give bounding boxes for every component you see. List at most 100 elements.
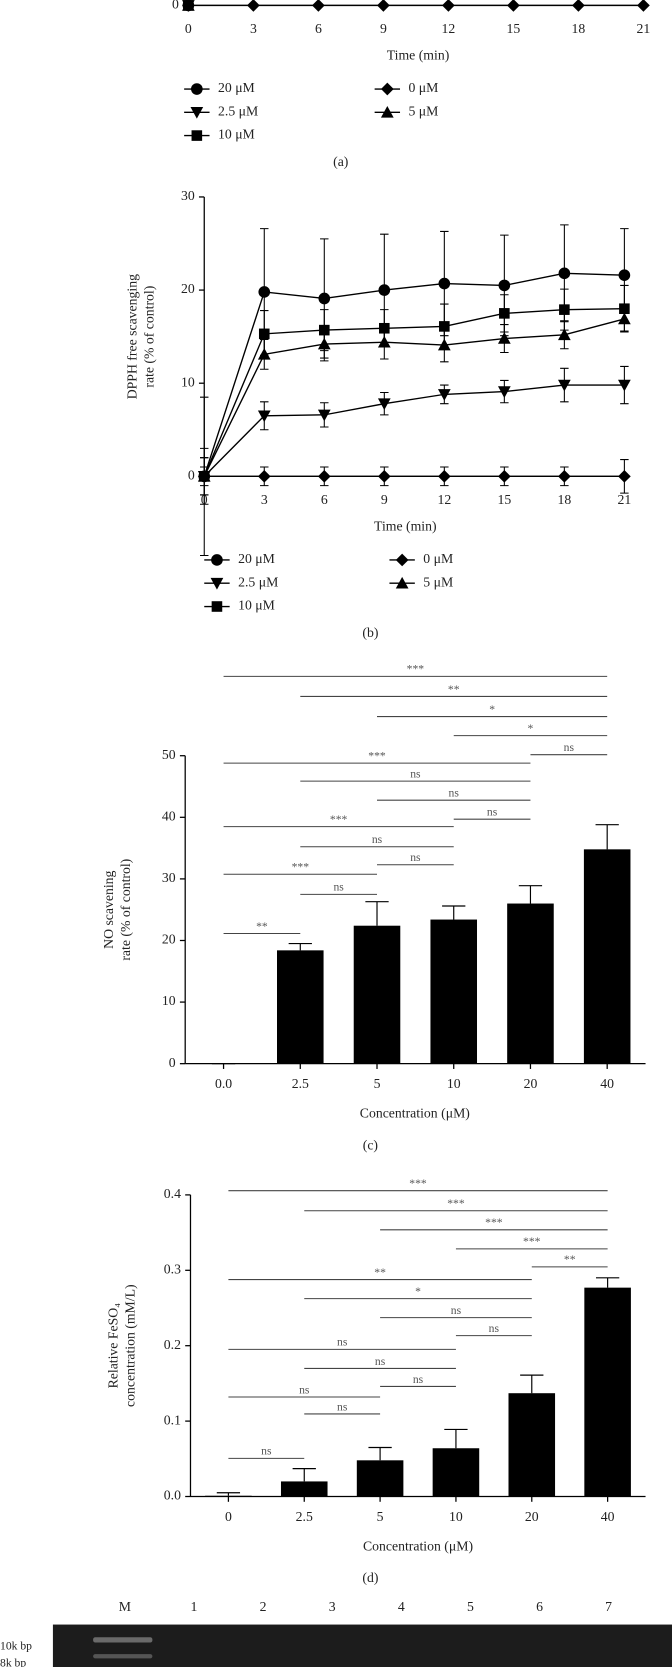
x-tick-label: 6 xyxy=(315,21,322,36)
data-point xyxy=(497,469,511,483)
y-tick-label: 0.2 xyxy=(164,1337,181,1352)
data-point xyxy=(637,0,650,12)
significance-label: ns xyxy=(299,1383,310,1396)
lane-label: 2 xyxy=(260,1599,267,1614)
x-tick-label: 18 xyxy=(572,21,586,36)
significance-label: ns xyxy=(489,1322,500,1335)
bar xyxy=(205,1495,252,1497)
x-axis-label: Time (min) xyxy=(387,47,450,63)
error-bar xyxy=(368,1446,392,1461)
series-line xyxy=(203,384,625,477)
data-point xyxy=(439,321,450,332)
data-point xyxy=(318,292,331,305)
significance-label: ns xyxy=(410,767,421,780)
lane-label: 1 xyxy=(191,1599,198,1614)
x-tick-label: 6 xyxy=(321,492,328,507)
error-bar xyxy=(292,1468,316,1482)
legend-marker xyxy=(191,83,203,95)
y-tick-label: 40 xyxy=(162,808,176,823)
lane-label: 6 xyxy=(536,1599,543,1614)
series-line xyxy=(203,272,625,477)
data-point xyxy=(182,0,195,11)
legend-label: 0 μM xyxy=(408,80,438,95)
significance-label: ns xyxy=(413,1373,424,1386)
data-point xyxy=(442,0,455,12)
ladder-band xyxy=(93,1654,153,1659)
lane-label: 7 xyxy=(605,1599,612,1614)
legend-marker xyxy=(380,105,394,118)
data-point xyxy=(437,389,451,401)
significance-label: *** xyxy=(523,1235,541,1248)
legend-label: 20 μM xyxy=(238,551,275,566)
data-point xyxy=(312,0,325,12)
x-tick-label: 0 xyxy=(185,21,192,36)
x-tick-label: 40 xyxy=(601,1509,615,1524)
error-bar xyxy=(365,901,389,926)
data-point xyxy=(377,0,390,12)
x-tick-label: 40 xyxy=(600,1076,614,1091)
significance-label: ns xyxy=(451,1304,462,1317)
size-label: 8k bp xyxy=(0,1656,26,1667)
panel-caption: (b) xyxy=(362,625,378,641)
data-point xyxy=(558,379,571,392)
x-tick-label: 3 xyxy=(250,21,257,36)
significance-label: *** xyxy=(485,1216,503,1229)
data-point xyxy=(499,308,510,319)
data-point xyxy=(558,469,571,483)
legend-label: 2.5 μM xyxy=(238,574,278,589)
bar xyxy=(356,1460,404,1497)
legend-label: 10 μM xyxy=(238,598,275,613)
significance-label: ** xyxy=(256,920,268,933)
x-tick-label: 2.5 xyxy=(296,1509,313,1524)
legend-marker xyxy=(191,130,203,141)
data-point xyxy=(618,379,631,392)
data-point xyxy=(497,386,511,398)
y-axis-label: DPPH free scavenging xyxy=(124,274,139,399)
y-axis-label: concentration (mM/L) xyxy=(122,1284,138,1407)
data-point xyxy=(437,469,451,483)
data-point xyxy=(317,337,331,350)
x-tick-label: 9 xyxy=(380,21,387,36)
x-tick-label: 21 xyxy=(618,492,632,507)
x-tick-label: 10 xyxy=(447,1076,461,1091)
lane-label: 3 xyxy=(329,1599,336,1614)
x-tick-label: 3 xyxy=(261,492,268,507)
significance-label: *** xyxy=(409,1177,427,1190)
significance-label: ns xyxy=(261,1445,272,1458)
significance-label: * xyxy=(489,703,495,716)
legend-label: 5 μM xyxy=(408,103,438,118)
data-point xyxy=(497,332,511,344)
x-tick-label: 12 xyxy=(437,492,451,507)
significance-label: *** xyxy=(330,813,348,826)
y-tick-label: 0 xyxy=(169,1055,176,1070)
y-tick-label: 20 xyxy=(162,932,176,947)
y-tick-label: 0.0 xyxy=(164,1488,181,1503)
data-point xyxy=(618,469,631,483)
error-bar xyxy=(216,1492,241,1496)
data-point xyxy=(258,286,271,298)
y-tick-label: 0.1 xyxy=(164,1412,181,1427)
y-tick-label: 30 xyxy=(181,188,195,203)
x-axis-label: Concentration (μM) xyxy=(360,1106,470,1122)
legend-marker xyxy=(395,576,409,589)
significance-label: *** xyxy=(292,861,310,874)
x-tick-label: 12 xyxy=(442,21,456,36)
x-tick-label: 20 xyxy=(524,1076,538,1091)
y-tick-label: 0 xyxy=(188,467,195,482)
significance-label: * xyxy=(528,722,534,735)
x-tick-label: 2.5 xyxy=(292,1076,309,1091)
y-axis-label: NO scavening xyxy=(101,870,116,948)
y-tick-label: 0 xyxy=(172,0,179,12)
series-line xyxy=(203,318,625,477)
significance-label: ns xyxy=(487,806,498,819)
data-point xyxy=(317,409,331,422)
significance-label: *** xyxy=(447,1197,465,1210)
data-point xyxy=(558,267,571,280)
x-tick-label: 18 xyxy=(557,492,571,507)
lane-label: M xyxy=(119,1599,131,1614)
x-tick-label: 10 xyxy=(449,1509,463,1524)
data-point xyxy=(618,312,631,325)
data-point xyxy=(377,469,391,483)
x-axis-label: Time (min) xyxy=(374,518,437,534)
legend-marker xyxy=(211,601,223,612)
